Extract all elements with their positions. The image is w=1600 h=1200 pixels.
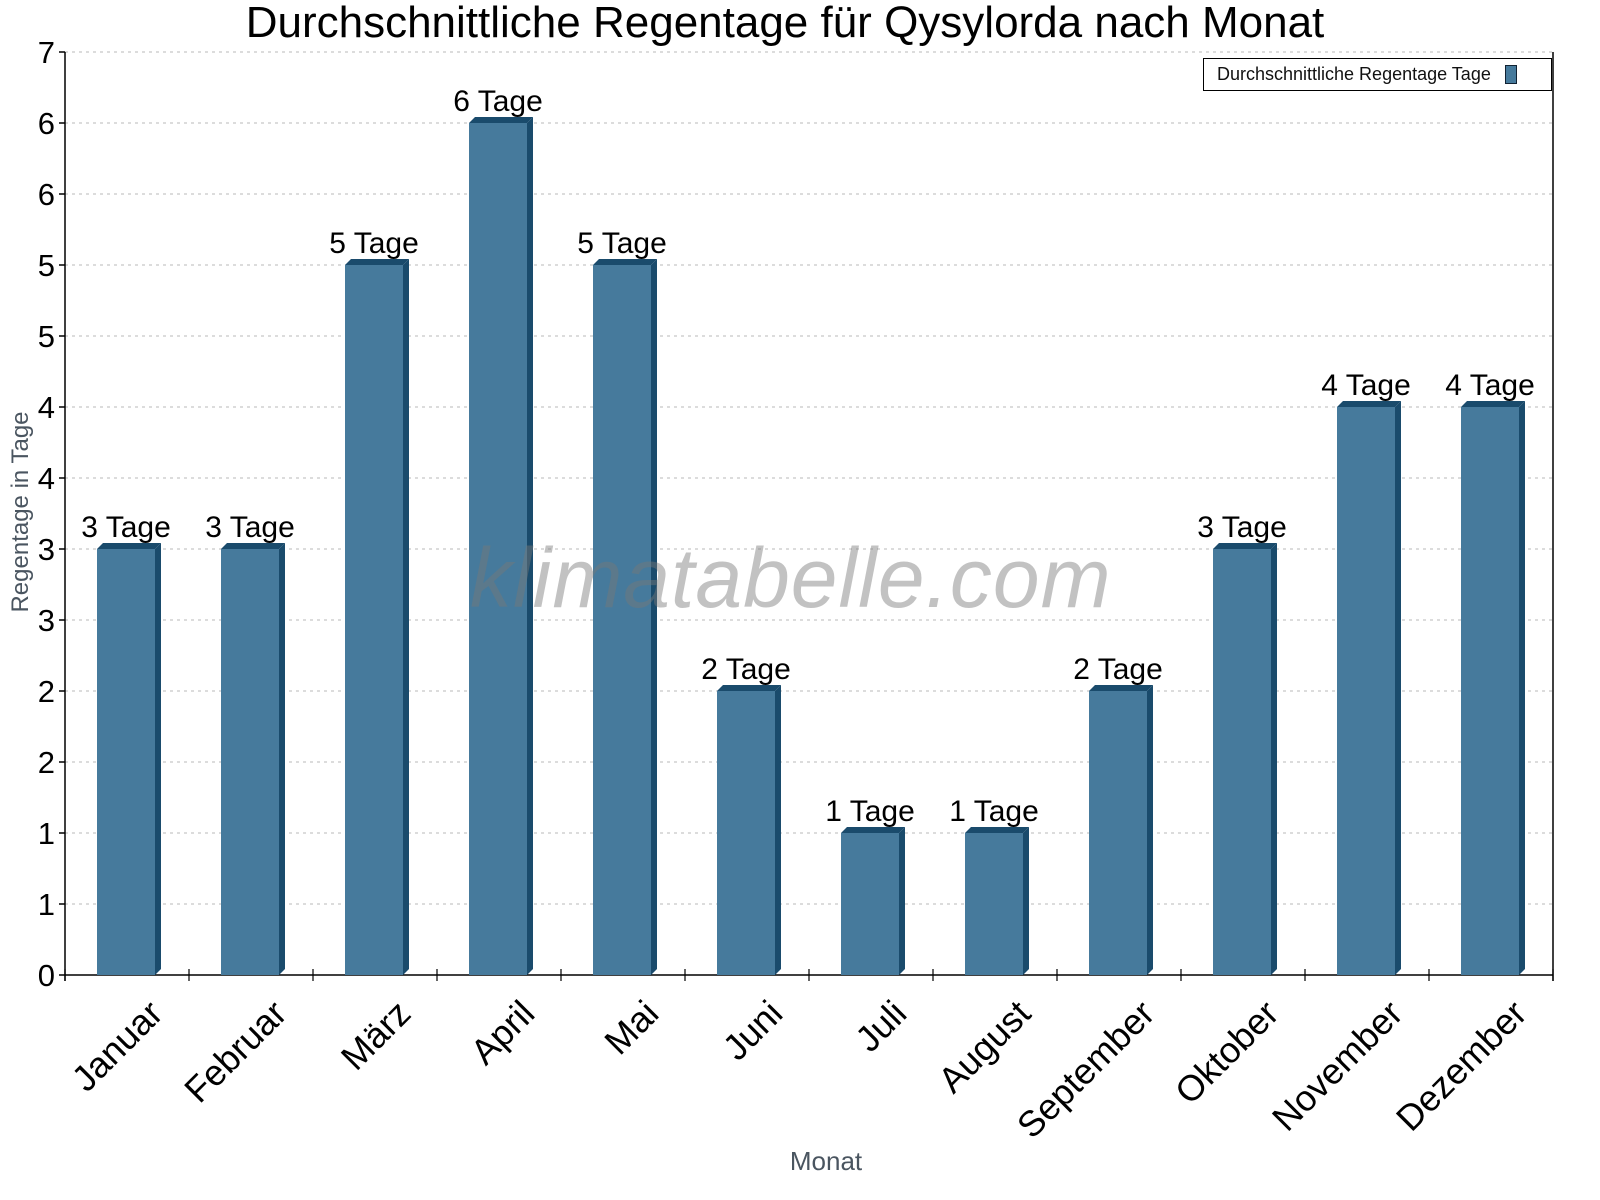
bar-juli (841, 833, 899, 975)
x-tick-label: Mai (596, 992, 666, 1062)
bar-side (899, 827, 905, 975)
x-tick-label: März (333, 992, 419, 1078)
bar-top (1337, 401, 1401, 407)
bar-top (469, 117, 533, 123)
bar-top (841, 827, 905, 833)
bar-side (1395, 401, 1401, 975)
legend: Durchschnittliche Regentage Tage (1203, 58, 1552, 91)
bar-juni (717, 691, 775, 975)
x-axis-title: Monat (789, 1146, 863, 1176)
bar-side (1147, 685, 1153, 975)
bar-side (651, 259, 657, 975)
bar-dezember (1461, 407, 1519, 975)
data-label: 1 Tage (949, 795, 1039, 828)
y-tick-label: 4 (38, 461, 55, 496)
y-tick-label: 6 (38, 177, 55, 212)
x-tick-label: April (462, 992, 542, 1072)
data-label: 6 Tage (453, 85, 543, 118)
chart-title: Durchschnittliche Regentage für Qysylord… (245, 0, 1325, 47)
bar-top (593, 259, 657, 265)
y-tick-label: 0 (38, 958, 55, 993)
legend-label: Durchschnittliche Regentage Tage (1217, 64, 1491, 84)
y-tick-label: 5 (38, 319, 55, 354)
data-label: 3 Tage (205, 511, 295, 544)
y-tick-label: 3 (38, 603, 55, 638)
x-tick-label: Februar (176, 992, 294, 1110)
bar-side (155, 543, 161, 975)
bar-side (279, 543, 285, 975)
y-tick-label: 2 (38, 674, 55, 709)
x-tick-label: Juli (847, 992, 914, 1059)
data-label: 4 Tage (1321, 369, 1411, 402)
bar-top (965, 827, 1029, 833)
bar-august (965, 833, 1023, 975)
bar-side (1023, 827, 1029, 975)
y-axis-title: Regentage in Tage (7, 411, 34, 613)
data-label: 2 Tage (701, 653, 791, 686)
y-tick-label: 5 (38, 248, 55, 283)
y-tick-label: 2 (38, 745, 55, 780)
bar-top (221, 543, 285, 549)
x-tick-label: August (930, 992, 1038, 1100)
bar-side (527, 117, 533, 975)
bar-april (469, 123, 527, 975)
bar-top (717, 685, 781, 691)
x-tick-label: Januar (64, 992, 171, 1099)
data-label: 3 Tage (81, 511, 171, 544)
bar-side (403, 259, 409, 975)
data-label: 3 Tage (1197, 511, 1287, 544)
bar-oktober (1213, 549, 1271, 975)
x-tick-label: Oktober (1167, 992, 1287, 1112)
bar-mai (593, 265, 651, 975)
data-label: 1 Tage (825, 795, 915, 828)
bar-märz (345, 265, 403, 975)
bar-top (345, 259, 409, 265)
bar-top (1461, 401, 1525, 407)
y-tick-label: 1 (38, 816, 55, 851)
y-tick-label: 7 (38, 35, 55, 70)
bar-side (1271, 543, 1277, 975)
y-tick-label: 3 (38, 532, 55, 567)
bar-side (775, 685, 781, 975)
y-tick-label: 4 (38, 390, 55, 425)
bar-september (1089, 691, 1147, 975)
y-tick-label: 1 (38, 887, 55, 922)
y-tick-label: 6 (38, 106, 55, 141)
bar-top (97, 543, 161, 549)
legend-swatch-icon (1504, 65, 1517, 84)
x-tick-label: Juni (715, 992, 791, 1068)
data-label: 2 Tage (1073, 653, 1163, 686)
bar-top (1089, 685, 1153, 691)
x-tick-label: Dezember (1388, 992, 1534, 1138)
data-label: 4 Tage (1445, 369, 1535, 402)
bar-november (1337, 407, 1395, 975)
bar-januar (97, 549, 155, 975)
data-label: 5 Tage (329, 227, 419, 260)
bar-top (1213, 543, 1277, 549)
data-label: 5 Tage (577, 227, 667, 260)
bar-side (1519, 401, 1525, 975)
x-tick-label: November (1264, 992, 1410, 1138)
bar-februar (221, 549, 279, 975)
